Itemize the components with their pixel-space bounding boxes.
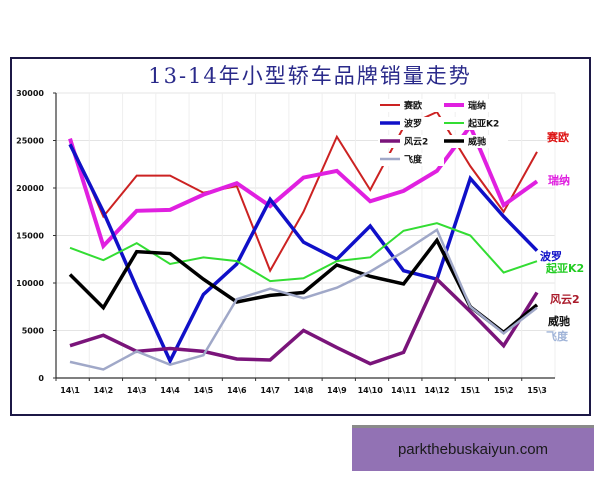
series-end-label: 威驰 — [548, 314, 570, 328]
y-tick-label: 10000 — [16, 279, 44, 288]
series-line-2 — [68, 143, 539, 365]
series-line-5 — [68, 236, 539, 335]
legend-label: 风云2 — [404, 137, 428, 148]
y-tick-label: 0 — [38, 374, 44, 383]
legend-label: 起亚K2 — [467, 118, 499, 130]
x-tick-label: 14\8 — [294, 386, 314, 395]
y-tick-label: 20000 — [16, 184, 44, 193]
y-tick-label: 15000 — [16, 232, 44, 241]
watermark-banner: parkthebuskaiyun.com — [352, 425, 594, 471]
x-tick-label: 14\9 — [327, 386, 347, 395]
x-tick-label: 15\1 — [460, 386, 480, 395]
x-tick-label: 14\10 — [358, 386, 384, 395]
x-tick-label: 15\2 — [494, 386, 514, 395]
legend-label: 赛欧 — [403, 100, 422, 112]
x-tick-label: 14\2 — [94, 386, 114, 395]
legend-label: 飞度 — [404, 154, 423, 166]
legend-label: 波罗 — [404, 118, 422, 130]
watermark-text: parkthebuskaiyun.com — [397, 441, 549, 458]
series-end-label: 飞度 — [546, 329, 569, 343]
x-tick-label: 14\7 — [260, 386, 280, 395]
series-line-6 — [69, 227, 538, 371]
series-end-label: 波罗 — [540, 249, 562, 263]
legend-label: 威驰 — [468, 136, 486, 148]
y-tick-label: 30000 — [16, 89, 44, 98]
x-tick-label: 14\1 — [60, 386, 80, 395]
x-tick-label: 14\4 — [160, 386, 180, 395]
y-tick-label: 25000 — [16, 137, 44, 146]
series-end-label: 瑞纳 — [548, 173, 570, 187]
legend-label: 瑞纳 — [468, 100, 486, 112]
x-tick-label: 14\6 — [227, 386, 247, 395]
x-tick-label: 14\11 — [391, 386, 417, 395]
series-line-0 — [69, 110, 538, 273]
x-tick-label: 14\3 — [127, 386, 147, 395]
series-line-3 — [69, 222, 538, 283]
series-end-label: 起亚K2 — [545, 261, 584, 275]
chart-title: 13-14年小型轿车品牌销量走势 — [148, 64, 472, 88]
x-tick-label: 15\3 — [527, 386, 547, 395]
series-end-label: 风云2 — [550, 292, 580, 306]
y-tick-label: 5000 — [22, 327, 45, 336]
x-tick-label: 14\12 — [424, 386, 449, 395]
series-end-label: 赛欧 — [546, 130, 569, 144]
x-tick-label: 14\5 — [194, 386, 214, 395]
series-line-4 — [69, 276, 539, 366]
